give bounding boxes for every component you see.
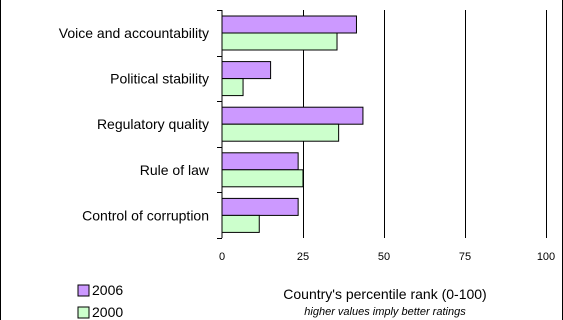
category-label: Control of corruption xyxy=(82,207,209,223)
category-labels: Voice and accountability Political stabil… xyxy=(59,25,210,223)
bar-2006-2 xyxy=(221,106,364,125)
x-tick-label: 75 xyxy=(459,251,471,263)
bar-2006-1 xyxy=(221,61,272,80)
x-tick-label: 25 xyxy=(297,251,309,263)
category-label: Rule of law xyxy=(140,162,210,178)
bar-2006-0 xyxy=(221,15,357,34)
category-label: Regulatory quality xyxy=(97,116,209,132)
legend-label-2000: 2000 xyxy=(92,304,123,320)
bar-2000-0 xyxy=(221,32,338,51)
legend-swatch-2006 xyxy=(77,284,90,297)
legend-swatch-2000 xyxy=(77,306,90,319)
x-tick-label: 0 xyxy=(219,251,225,263)
x-axis-title: Country's percentile rank (0-100) xyxy=(283,286,486,302)
legend-label-2006: 2006 xyxy=(92,282,123,298)
bars xyxy=(221,15,364,233)
bar-2006-3 xyxy=(221,152,299,171)
bar-2006-4 xyxy=(221,197,299,216)
category-label: Voice and accountability xyxy=(59,25,209,41)
bar-2000-3 xyxy=(221,169,304,188)
bar-2000-4 xyxy=(221,214,260,233)
x-tick-label: 50 xyxy=(378,251,390,263)
x-tick-labels: 0 25 50 75 100 xyxy=(219,251,555,263)
bar-2000-2 xyxy=(221,123,340,142)
legend: 2006 2000 xyxy=(77,282,123,320)
chart-note: higher values imply better ratings xyxy=(304,306,466,318)
frame-left-border xyxy=(0,0,1,320)
category-label: Political stability xyxy=(110,71,209,87)
bar-2000-1 xyxy=(221,78,244,97)
x-tick-label: 100 xyxy=(537,251,555,263)
y-axis-ticks xyxy=(217,10,222,239)
